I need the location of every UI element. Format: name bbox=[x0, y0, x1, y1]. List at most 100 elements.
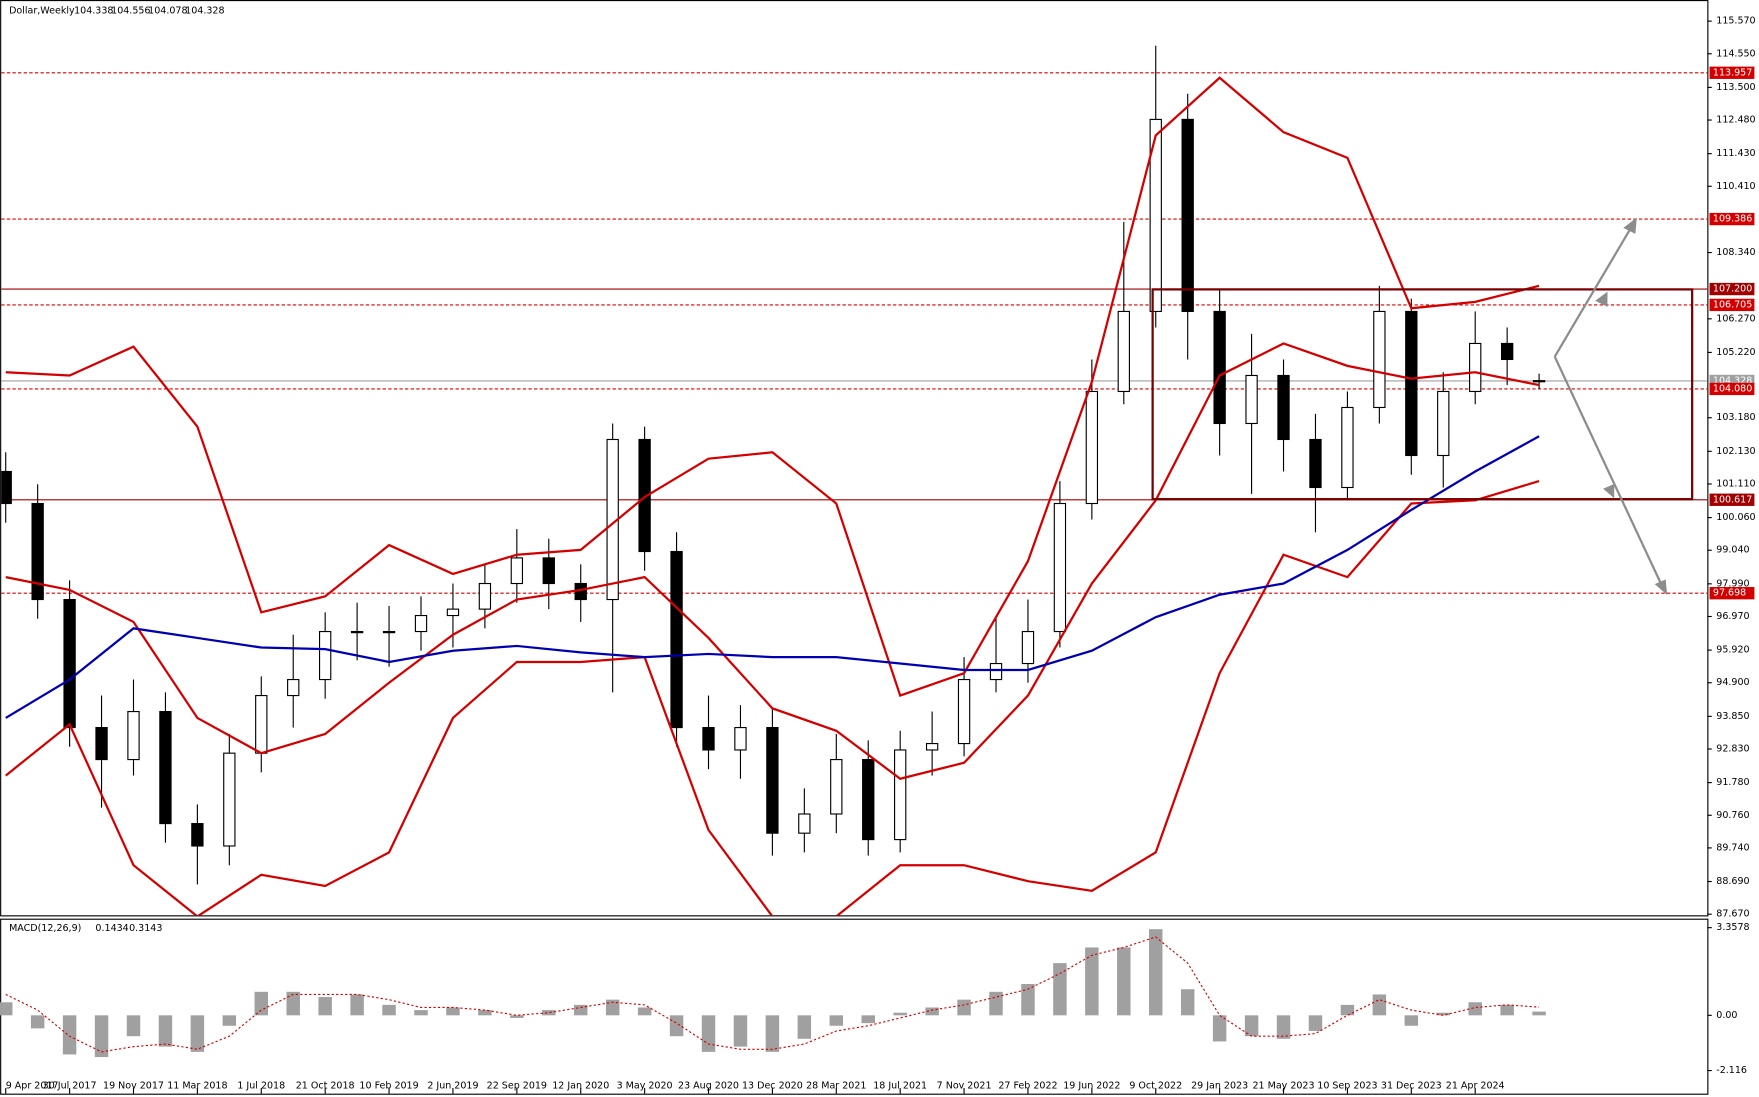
macd-bar bbox=[30, 1015, 45, 1029]
candle-body bbox=[1309, 438, 1322, 489]
macd-bar bbox=[925, 1007, 939, 1016]
candle-body bbox=[1, 470, 12, 505]
y-tick-label: 90.760 bbox=[1716, 810, 1749, 821]
macd-bar bbox=[669, 1015, 684, 1037]
macd-bar bbox=[574, 1004, 588, 1016]
candle-body bbox=[734, 726, 747, 751]
candle-body bbox=[127, 710, 140, 761]
macd-bar bbox=[414, 1010, 428, 1016]
level-label: 104.080 bbox=[1713, 383, 1752, 394]
indicator-line bbox=[5, 480, 1540, 916]
candle-body bbox=[766, 726, 779, 834]
y-tick-label: 111.430 bbox=[1716, 148, 1755, 159]
y-tick-label: 112.480 bbox=[1716, 115, 1755, 126]
x-tick-label: 9 Apr 2017 bbox=[6, 1080, 59, 1091]
y-tick-label: 88.690 bbox=[1716, 876, 1749, 887]
indicator-line bbox=[5, 435, 1540, 719]
candle-body bbox=[478, 582, 492, 610]
candle-body bbox=[830, 759, 843, 815]
x-tick-label: 19 Nov 2017 bbox=[103, 1080, 164, 1091]
candle-body bbox=[862, 759, 875, 841]
candle-body bbox=[1373, 310, 1386, 409]
level-tag bbox=[1709, 298, 1755, 312]
macd-bar bbox=[1340, 1004, 1355, 1016]
projection-arrows bbox=[1553, 217, 1668, 595]
macd-bar bbox=[1468, 1002, 1482, 1016]
signal-value: 0.3143 bbox=[129, 923, 162, 934]
macd-bar bbox=[1180, 989, 1195, 1016]
level-label: 106.705 bbox=[1713, 299, 1752, 310]
candle-body bbox=[255, 694, 268, 754]
macd-bar bbox=[733, 1015, 748, 1047]
candle-body bbox=[798, 813, 811, 834]
level-tag bbox=[1709, 493, 1755, 506]
candle-body bbox=[1085, 390, 1099, 505]
macd-bar bbox=[637, 1007, 652, 1016]
y-tick-label: 100.060 bbox=[1716, 512, 1755, 523]
arrow-up bbox=[1553, 227, 1632, 358]
candle-body bbox=[670, 550, 683, 729]
macd-bar bbox=[0, 1002, 13, 1016]
x-tick-label: 10 Sep 2023 bbox=[1317, 1080, 1377, 1091]
macd-bar bbox=[989, 991, 1003, 1016]
macd-bar bbox=[286, 991, 300, 1016]
y-tick-label: 101.110 bbox=[1716, 478, 1755, 489]
header: Dollar,Weekly 104.338 104.556 104.078 10… bbox=[9, 6, 224, 935]
candle-body bbox=[446, 608, 460, 617]
candle-body bbox=[1500, 342, 1514, 361]
candle-body bbox=[957, 678, 971, 745]
level-tag bbox=[1709, 282, 1755, 296]
candle-body bbox=[1532, 380, 1546, 383]
x-tick-label: 13 Dec 2020 bbox=[742, 1080, 803, 1091]
arrowhead bbox=[1623, 217, 1637, 234]
y-tick-label: 89.740 bbox=[1716, 842, 1749, 853]
macd-bar bbox=[1085, 947, 1099, 1016]
y-tick-label: 115.570 bbox=[1716, 16, 1755, 27]
y-tick-label: 3.3578 bbox=[1716, 922, 1749, 933]
candle-body bbox=[63, 598, 76, 729]
candle-body bbox=[702, 726, 715, 751]
x-tick-label: 21 Oct 2018 bbox=[296, 1080, 355, 1091]
candle-body bbox=[1469, 342, 1482, 393]
y-tick-label: 106.270 bbox=[1716, 313, 1755, 324]
candle-body bbox=[159, 710, 172, 825]
macd-bar bbox=[605, 999, 620, 1016]
level-tag bbox=[1709, 66, 1755, 79]
candle-body bbox=[1277, 374, 1290, 441]
macd-bar bbox=[382, 1004, 396, 1016]
macd-bar bbox=[94, 1015, 109, 1058]
y-tick-label: 103.180 bbox=[1716, 412, 1755, 423]
y-tick-label: 102.130 bbox=[1716, 446, 1755, 457]
y-tick-label: 96.970 bbox=[1716, 611, 1749, 622]
arrowhead bbox=[1603, 483, 1615, 499]
candle-body bbox=[414, 614, 428, 633]
candle-body bbox=[1437, 390, 1450, 457]
open-value: 104.338 bbox=[74, 6, 113, 17]
candle-body bbox=[95, 726, 108, 761]
symbol-title: Dollar,Weekly bbox=[9, 6, 75, 17]
level-tag bbox=[1709, 587, 1755, 600]
x-tick-label: 27 Feb 2022 bbox=[998, 1080, 1057, 1091]
macd-bar bbox=[1244, 1015, 1259, 1037]
macd-title: MACD(12,26,9) bbox=[9, 923, 81, 934]
low-value: 104.078 bbox=[148, 6, 187, 17]
macd-bar bbox=[1117, 947, 1131, 1016]
y-tick-label: 92.830 bbox=[1716, 744, 1749, 755]
candle-body bbox=[1149, 118, 1162, 313]
candle-body bbox=[1245, 374, 1258, 425]
candle-body bbox=[1021, 630, 1035, 665]
x-tick-label: 11 Mar 2018 bbox=[167, 1080, 227, 1091]
candle-body bbox=[894, 749, 907, 841]
x-tick-label: 29 Jan 2023 bbox=[1191, 1080, 1248, 1091]
macd-bar bbox=[350, 994, 364, 1016]
x-tick-label: 9 Oct 2022 bbox=[1129, 1080, 1182, 1091]
macd-bar bbox=[1404, 1015, 1419, 1026]
y-tick-label: 0.00 bbox=[1716, 1010, 1737, 1021]
macd-bar bbox=[893, 1012, 907, 1016]
y-tick-label: 110.410 bbox=[1716, 181, 1755, 192]
y-tick-label: 113.500 bbox=[1716, 82, 1755, 93]
macd-bar bbox=[318, 997, 332, 1016]
macd-bar bbox=[701, 1015, 716, 1052]
macd-bar bbox=[222, 1015, 237, 1026]
macd-bar bbox=[158, 1015, 173, 1047]
